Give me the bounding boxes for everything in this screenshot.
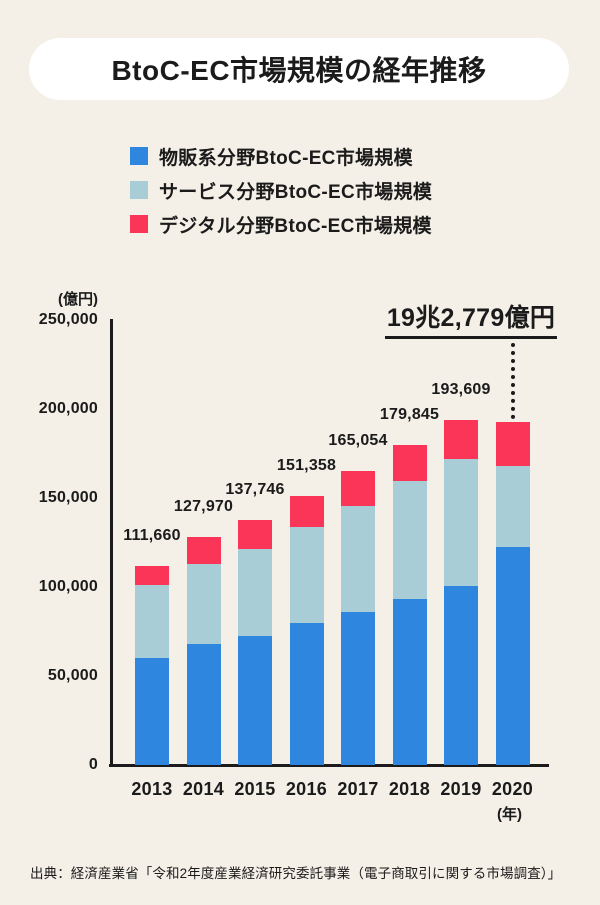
legend-item-digital: デジタル分野BtoC-EC市場規模 (130, 213, 432, 237)
bar-segment-service-2014 (186, 564, 221, 644)
total-label-2017: 165,054 (328, 432, 388, 450)
legend-swatch-physical-icon (130, 147, 148, 165)
year-label-2019: 2019 (440, 779, 482, 799)
total-label-2014: 127,970 (173, 498, 234, 516)
total-label-2019: 193,609 (431, 381, 491, 399)
bar-segment-digital-2020 (495, 421, 530, 466)
legend-swatch-service-icon (130, 181, 148, 199)
y-axis-line (110, 319, 113, 766)
total-label-2016: 151,358 (276, 456, 337, 474)
year-label-2015: 2015 (234, 779, 276, 799)
year-label-2020: 2020 (491, 779, 534, 799)
bar-segment-physical-2014 (186, 643, 221, 765)
y-tick-label-50000: 50,000 (47, 667, 98, 684)
y-tick-label-200000: 200,000 (38, 400, 98, 417)
x-axis-unit-label: (年) (497, 806, 522, 823)
bar-segment-physical-2015 (238, 636, 272, 765)
year-label-2016: 2016 (285, 779, 328, 799)
bar-segment-digital-2015 (238, 519, 272, 549)
bar-segment-service-2017 (341, 505, 375, 612)
bar-segment-service-2016 (289, 527, 324, 623)
bar-segment-service-2018 (392, 481, 427, 600)
bar-segment-service-2020 (495, 465, 530, 548)
bar-segment-physical-2013 (135, 658, 169, 765)
legend-item-physical: 物販系分野BtoC-EC市場規模 (130, 145, 432, 169)
legend-swatch-digital-icon (130, 215, 148, 233)
legend-label-digital: デジタル分野BtoC-EC市場規模 (159, 215, 432, 237)
annotation-underline (385, 336, 557, 339)
bar-segment-digital-2017 (341, 471, 375, 506)
total-label-2018: 179,845 (379, 405, 440, 423)
bar-segment-service-2013 (135, 584, 169, 659)
bar-segment-physical-2016 (289, 622, 324, 765)
bar-segment-physical-2020 (495, 547, 530, 765)
page-title: BtoC-EC市場規模の経年推移 (111, 55, 487, 86)
y-tick-label-100000: 100,000 (38, 578, 98, 595)
bar-segment-physical-2018 (392, 599, 427, 765)
year-label-2018: 2018 (388, 779, 431, 799)
y-tick-label-250000: 250,000 (38, 311, 98, 328)
annotation-leader-line (510, 343, 515, 419)
total-label-2013: 111,660 (123, 527, 181, 545)
year-label-2014: 2014 (182, 779, 225, 799)
bar-segment-service-2015 (238, 548, 272, 637)
y-tick-label-150000: 150,000 (38, 489, 98, 506)
bar-segment-digital-2018 (392, 444, 427, 482)
title-banner: BtoC-EC市場規模の経年推移 (29, 38, 569, 100)
annotation-2020-total: 19兆2,779億円 (386, 304, 556, 332)
bar-segment-physical-2019 (444, 586, 478, 765)
bar-segment-digital-2016 (289, 495, 324, 528)
source-note: 出典：経済産業省「令和2年度産業経済研究委託事業（電子商取引に関する市場調査）」 (30, 866, 562, 881)
x-axis-line (109, 764, 549, 767)
legend-item-service: サービス分野BtoC-EC市場規模 (130, 179, 433, 203)
bar-segment-digital-2013 (135, 566, 169, 585)
legend-label-physical: 物販系分野BtoC-EC市場規模 (159, 147, 413, 169)
bar-segment-digital-2014 (186, 537, 221, 565)
total-label-2015: 137,746 (225, 480, 285, 498)
bar-segment-service-2019 (444, 458, 478, 587)
bar-segment-digital-2019 (444, 420, 478, 459)
bar-segment-physical-2017 (341, 611, 375, 765)
y-tick-label-0: 0 (88, 756, 98, 773)
legend-label-service: サービス分野BtoC-EC市場規模 (159, 181, 433, 203)
y-axis-unit-label: (億円) (58, 291, 98, 308)
year-label-2013: 2013 (131, 779, 173, 799)
legend: 物販系分野BtoC-EC市場規模 サービス分野BtoC-EC市場規模 デジタル分… (130, 145, 432, 247)
year-label-2017: 2017 (337, 779, 379, 799)
